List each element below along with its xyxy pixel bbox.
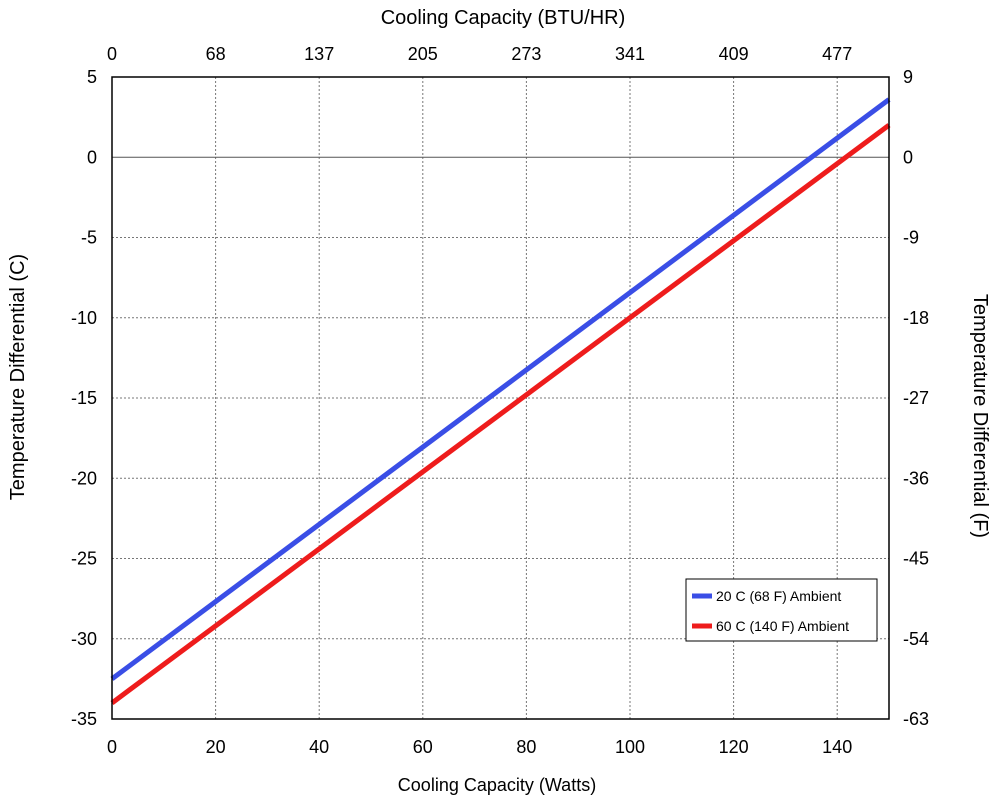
x-tick-label: 60 — [413, 737, 433, 757]
y-tick-label: -5 — [81, 228, 97, 248]
top-x-tick-label: 137 — [304, 44, 334, 64]
legend-label-1: 20 C (68 F) Ambient — [716, 588, 841, 604]
top-x-tick-label: 477 — [822, 44, 852, 64]
series-layer — [110, 97, 891, 705]
x-tick-label: 0 — [107, 737, 117, 757]
grid — [112, 77, 889, 719]
legend-items: 20 C (68 F) Ambient 60 C (140 F) Ambient — [692, 588, 849, 634]
top-x-tick-label: 205 — [408, 44, 438, 64]
right-tick-labels: 9 0 -9 -18 -27 -36 -45 -54 -63 — [903, 67, 929, 729]
right-y-tick-label: -36 — [903, 468, 929, 488]
y-tick-label: 0 — [87, 147, 97, 167]
series-line-1 — [110, 97, 891, 681]
right-y-tick-label: -18 — [903, 308, 929, 328]
y-tick-label: -20 — [71, 468, 97, 488]
x-tick-label: 20 — [206, 737, 226, 757]
plot-frame — [111, 76, 890, 720]
x-tick-label: 140 — [822, 737, 852, 757]
y-tick-label: 5 — [87, 67, 97, 87]
right-y-tick-label: -54 — [903, 629, 929, 649]
series-line-2 — [110, 123, 891, 705]
y-tick-label: -10 — [71, 308, 97, 328]
top-tick-labels: 0 68 137 205 273 341 409 477 — [107, 44, 852, 64]
legend-box — [685, 578, 878, 642]
x-axis-title-top: Cooling Capacity (BTU/HR) — [381, 7, 626, 29]
top-x-tick-label: 341 — [615, 44, 645, 64]
legend: 20 C (68 F) Ambient 60 C (140 F) Ambient — [685, 578, 878, 642]
right-y-tick-label: -27 — [903, 388, 929, 408]
right-y-tick-label: -9 — [903, 228, 919, 248]
top-x-tick-label: 0 — [107, 44, 117, 64]
y-tick-label: -25 — [71, 549, 97, 569]
y-tick-label: -35 — [71, 709, 97, 729]
x-tick-label: 80 — [516, 737, 536, 757]
right-y-tick-label: -63 — [903, 709, 929, 729]
right-y-tick-label: -45 — [903, 549, 929, 569]
x-axis-title-bottom: Cooling Capacity (Watts) — [398, 775, 596, 795]
y-tick-label: -30 — [71, 629, 97, 649]
y-axis-title-right: Temperature Differential (F) — [969, 294, 991, 538]
x-tick-label: 100 — [615, 737, 645, 757]
x-tick-label: 120 — [719, 737, 749, 757]
y-axis-title-left: Temperature Differential (C) — [7, 254, 29, 500]
top-x-tick-label: 409 — [719, 44, 749, 64]
x-tick-label: 40 — [309, 737, 329, 757]
right-y-tick-label: 0 — [903, 147, 913, 167]
legend-label-2: 60 C (140 F) Ambient — [716, 618, 849, 634]
top-x-tick-label: 68 — [206, 44, 226, 64]
bottom-tick-labels: 0 20 40 60 80 100 120 140 — [107, 737, 852, 757]
left-tick-labels: 5 0 -5 -10 -15 -20 -25 -30 -35 — [71, 67, 97, 729]
top-x-tick-label: 273 — [511, 44, 541, 64]
y-tick-label: -15 — [71, 388, 97, 408]
right-y-tick-label: 9 — [903, 67, 913, 87]
